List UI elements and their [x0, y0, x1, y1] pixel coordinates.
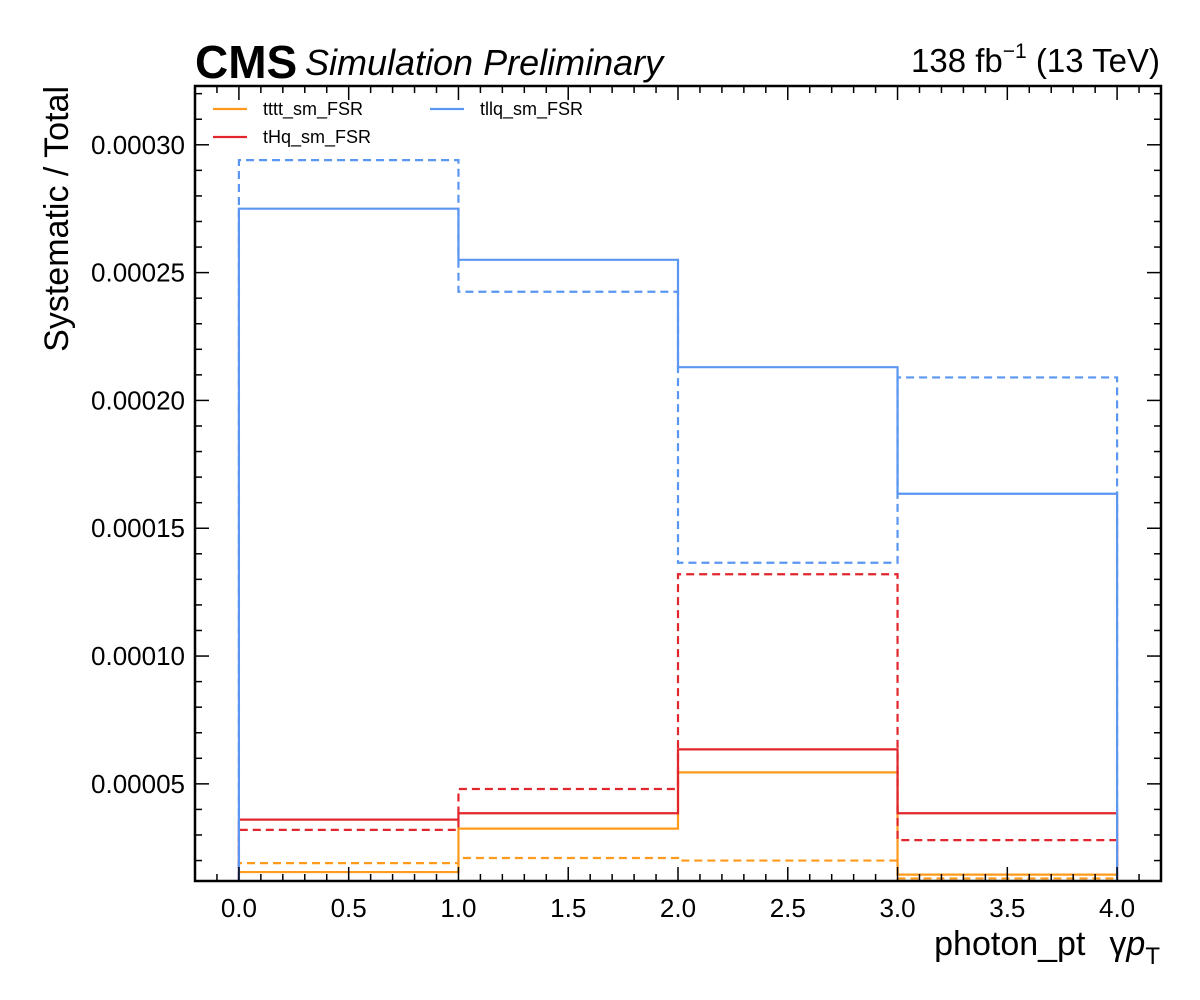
x-axis-label-name: photon_pt [934, 925, 1086, 963]
y-tick-label: 0.00030 [91, 130, 185, 160]
status-label: Simulation Preliminary [305, 42, 665, 83]
y-axis-label: Systematic / Total [38, 86, 76, 352]
y-tick-label: 0.00020 [91, 385, 185, 415]
x-tick-label: 0.5 [331, 893, 367, 923]
x-tick-label: 0.0 [221, 893, 257, 923]
x-tick-label: 1.5 [550, 893, 586, 923]
y-tick-label: 0.00005 [91, 769, 185, 799]
lumi-value: 138 fb [911, 42, 1003, 79]
x-tick-label: 3.5 [989, 893, 1025, 923]
energy-label: (13 TeV) [1027, 42, 1160, 79]
x-axis-label-subscript: T [1145, 943, 1160, 970]
y-tick-label: 0.00010 [91, 641, 185, 671]
experiment-label: CMS [195, 36, 297, 88]
ticks-layer: 0.0 0.5 1.0 1.5 2.0 2.5 3.0 3.5 4.0 0.00005 0.0001… [91, 86, 1162, 923]
legend-label: tHq_sm_FSR [263, 127, 371, 148]
x-axis-label: photon_pt γpT [934, 925, 1160, 970]
lumi-label: 138 fb−1 (13 TeV) [911, 40, 1160, 79]
legend: tttt_sm_FSR tHq_sm_FSR tllq_sm_FSR [213, 99, 583, 148]
lumi-exponent: −1 [1003, 40, 1027, 63]
y-tick-label: 0.00025 [91, 258, 185, 288]
legend-label: tllq_sm_FSR [480, 99, 583, 120]
x-tick-label: 4.0 [1099, 893, 1135, 923]
x-axis-label-gamma: γ [1109, 925, 1126, 963]
x-tick-label: 2.5 [770, 893, 806, 923]
x-tick-label: 1.0 [440, 893, 476, 923]
series-3-dashed [237, 573, 1119, 881]
x-tick-label: 3.0 [879, 893, 915, 923]
y-tick-label: 0.00015 [91, 513, 185, 543]
x-tick-label: 2.0 [660, 893, 696, 923]
legend-label: tttt_sm_FSR [263, 99, 363, 120]
x-axis-label-p: p [1125, 925, 1145, 963]
